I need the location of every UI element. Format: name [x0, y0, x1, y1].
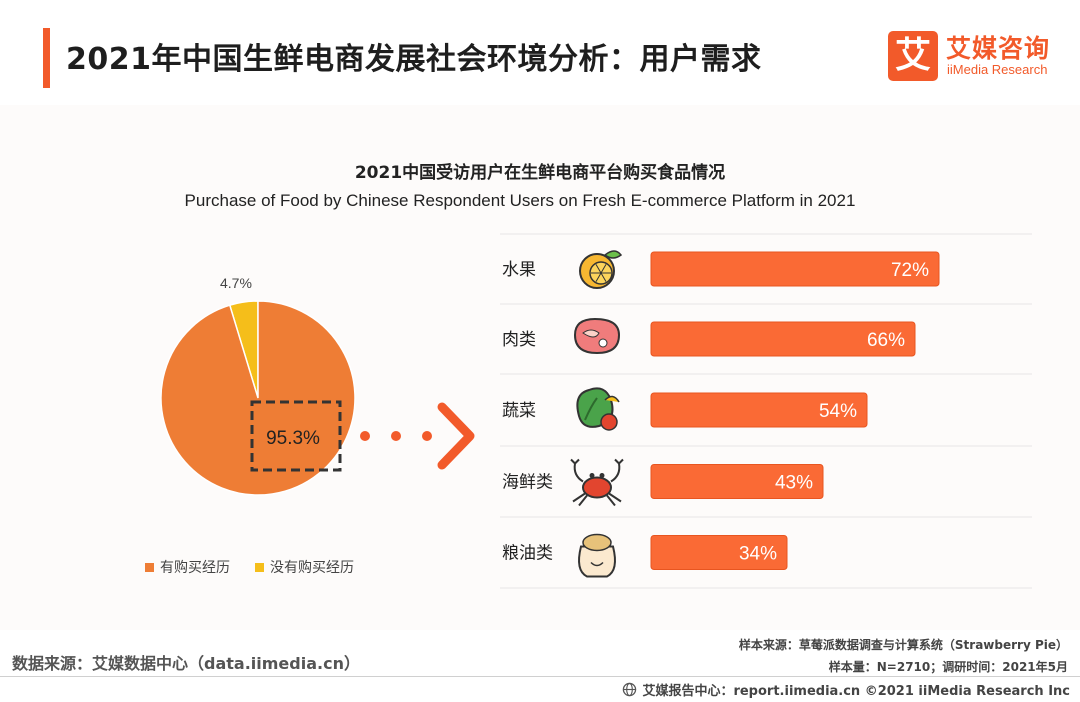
legend-item-purchased: 有购买经历 — [145, 557, 230, 577]
bar-2 — [650, 392, 868, 428]
chart-title: 2021中国受访用户在生鲜电商平台购买食品情况 — [354, 163, 726, 183]
bar-3 — [650, 464, 824, 499]
logo-name-en: iiMedia Research — [947, 62, 1048, 77]
page-title: 2021年中国生鲜电商发展社会环境分析：用户需求 — [66, 42, 762, 77]
footer-divider — [0, 676, 1080, 677]
pie-chart: 4.7% 95.3% — [160, 275, 475, 496]
bar-value-label-4: 34% — [739, 544, 777, 565]
pie-slice-purchased — [160, 300, 356, 496]
sample-size: 样本量：N=2710；调研时间：2021年5月 — [828, 660, 1068, 674]
connector-dot — [391, 431, 401, 441]
category-label-2: 蔬菜 — [502, 401, 536, 421]
bar-value-label-2: 54% — [819, 401, 857, 422]
crab-icon — [570, 458, 624, 507]
connector-dot — [360, 431, 370, 441]
bar-value-label-0: 72% — [891, 260, 929, 281]
data-source: 数据来源：艾媒数据中心（data.iimedia.cn） — [12, 654, 360, 673]
report-center: 艾媒报告中心：report.iimedia.cn ©2021 iiMedia R… — [642, 684, 1070, 699]
category-label-3: 海鲜类 — [502, 473, 553, 493]
pie-label-not-purchased: 4.7% — [220, 275, 252, 291]
legend-swatch-purchased — [145, 562, 154, 572]
category-label-1: 肉类 — [502, 330, 536, 350]
footer: 艾媒报告中心：report.iimedia.cn ©2021 iiMedia R… — [622, 680, 1070, 699]
logo-mark: 艾 — [888, 31, 938, 81]
bar-chart: 水果 72% 肉类 66% 蔬菜 54% 海鲜类 43% 粮油类 34% — [500, 233, 1032, 589]
chart-subtitle: Purchase of Food by Chinese Respondent U… — [184, 191, 856, 210]
legend-label-purchased: 有购买经历 — [160, 560, 230, 576]
logo-name-cn: 艾媒咨询 — [946, 34, 1051, 63]
sample-source: 样本来源：草莓派数据调查与计算系统（Strawberry Pie） — [738, 638, 1068, 652]
globe-icon — [623, 682, 637, 697]
fruit-icon — [579, 250, 623, 289]
legend-item-not-purchased: 没有购买经历 — [255, 557, 354, 577]
legend-label-not-purchased: 没有购买经历 — [270, 560, 354, 576]
title-accent-bar — [43, 28, 50, 88]
bar-1 — [650, 321, 916, 357]
bar-4 — [650, 535, 788, 570]
bar-value-label-1: 66% — [867, 330, 905, 351]
meat-icon — [573, 317, 621, 355]
connector-dot — [422, 431, 432, 441]
grain-sack-icon — [578, 533, 616, 578]
highlight-box — [250, 400, 342, 472]
vegetable-icon — [576, 387, 620, 431]
category-label-0: 水果 — [502, 260, 536, 280]
legend-swatch-not-purchased — [255, 562, 264, 572]
arrow-chevron-icon — [437, 402, 475, 470]
iimedia-logo: 艾 艾媒咨询 iiMedia Research — [888, 31, 1068, 85]
bar-value-label-3: 43% — [775, 473, 813, 494]
category-label-4: 粮油类 — [502, 544, 553, 564]
pie-label-purchased: 95.3% — [266, 428, 320, 449]
bar-0 — [650, 251, 940, 287]
